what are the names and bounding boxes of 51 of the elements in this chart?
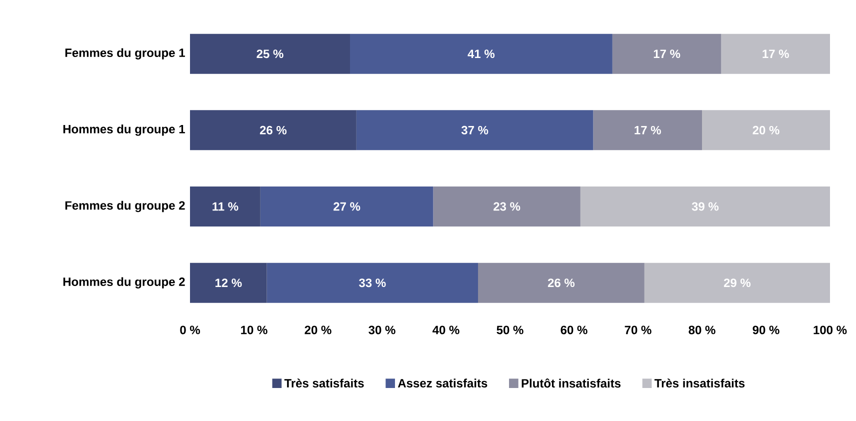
data-label: 27 % [334,202,360,211]
data-label: 23 % [494,202,520,211]
data-label: 17 % [762,50,789,58]
bar [190,110,356,150]
bar [433,186,580,227]
x-tick-label: 10 % [241,326,268,334]
x-tick-label: 80 % [688,326,716,334]
bar [356,110,594,150]
y-tick-label: Femmes du groupe 1 [65,48,185,60]
legend-label: Très insatisfaits [654,378,745,388]
bar [593,110,702,150]
x-tick-label: 90 % [752,326,780,334]
x-tick-label: 100 % [814,326,847,334]
data-label: 17 % [654,50,680,58]
data-label: 17 % [634,126,661,134]
bar [266,262,478,303]
data-label: 12 % [215,278,242,288]
data-label: 39 % [692,202,719,211]
x-tick-label: 40 % [432,326,460,334]
legend-label: Très satisfaits [284,378,364,388]
legend-label: Assez satisfaits [398,378,488,388]
x-tick-label: 30 % [368,326,396,334]
data-label: 25 % [256,50,284,58]
x-tick-label: 50 % [496,326,524,334]
bar [612,34,722,74]
y-tick-label: Hommes du groupe 1 [63,124,185,136]
bar [350,34,612,74]
y-tick-label: Femmes du groupe 2 [65,200,185,212]
bar [644,262,830,303]
bar [190,34,350,74]
bar [478,262,644,303]
x-tick-label: 70 % [624,326,652,334]
data-label: 33 % [359,278,386,288]
bar [260,186,434,227]
x-tick-label: 60 % [560,326,588,334]
data-label: 41 % [468,50,495,58]
bar [580,186,830,227]
bar [190,262,267,303]
data-label: 20 % [752,126,780,134]
data-label: 26 % [260,126,287,134]
x-tick-label: 20 % [304,326,332,334]
bar [190,186,260,227]
data-label: 11 % [212,202,238,211]
data-label: 37 % [461,126,488,134]
data-label: 26 % [548,278,575,288]
x-tick-label: 0 % [180,326,200,334]
y-tick-label: Hommes du groupe 2 [63,277,185,288]
data-label: 29 % [724,278,751,288]
legend-label: Plutôt insatisfaits [522,378,621,388]
bar [721,34,830,74]
bar [702,110,830,150]
